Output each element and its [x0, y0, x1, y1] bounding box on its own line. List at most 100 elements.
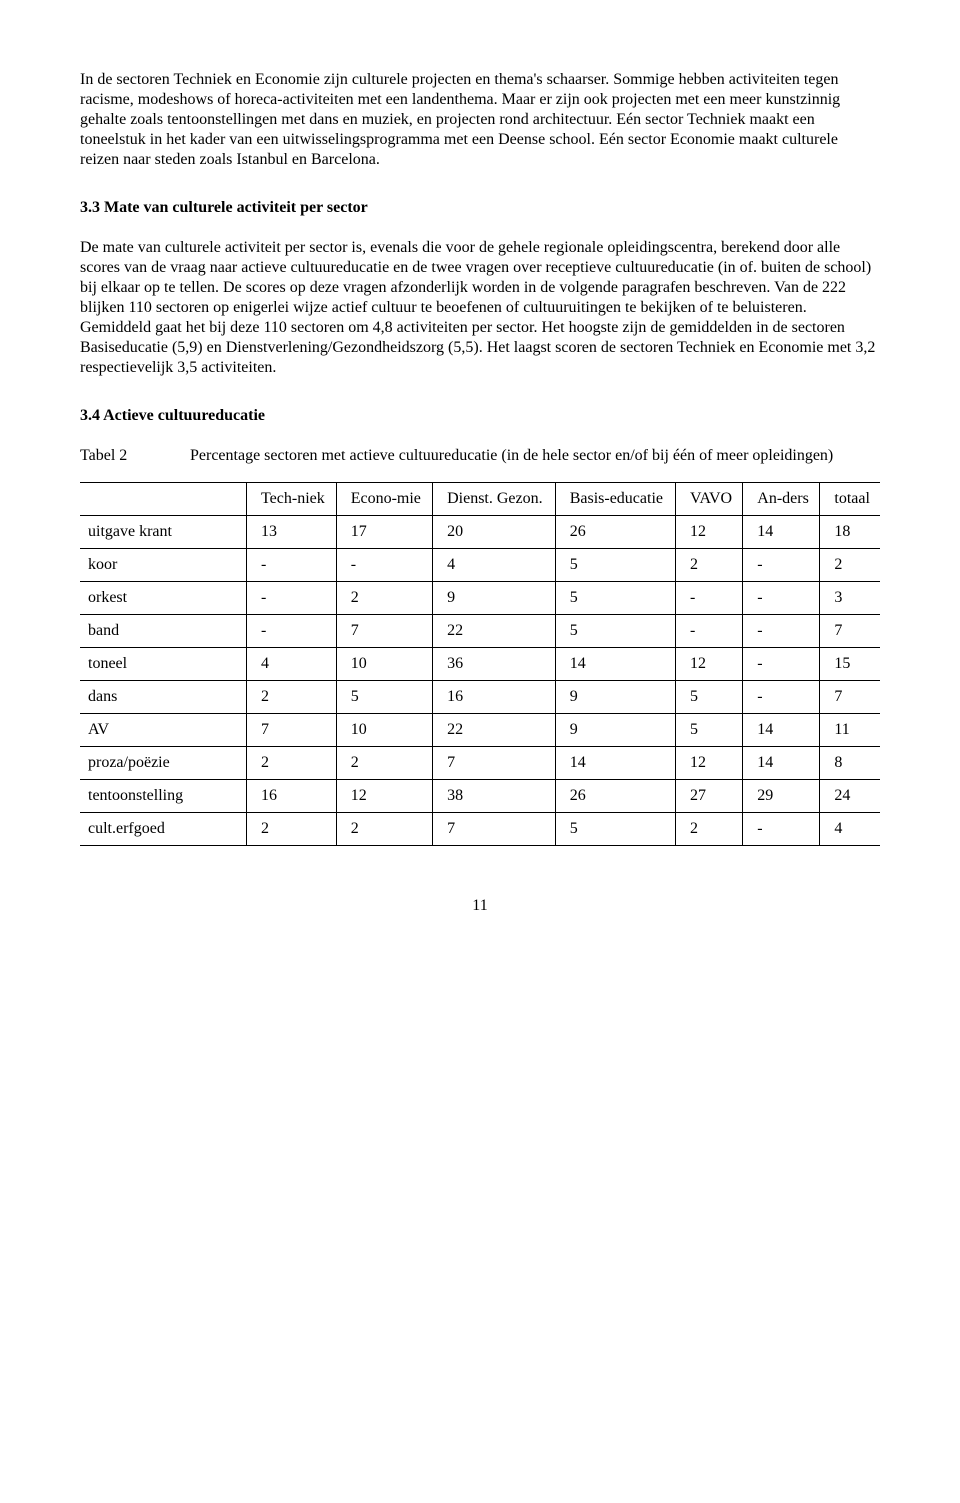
table-header-cell: VAVO: [675, 483, 742, 516]
table-cell: AV: [80, 714, 247, 747]
table-cell: 4: [433, 549, 556, 582]
table-cell: 14: [743, 714, 820, 747]
table-header-cell: Tech-niek: [247, 483, 337, 516]
table-cell: 14: [555, 648, 675, 681]
table-cell: 2: [336, 582, 432, 615]
table-cell: 3: [820, 582, 880, 615]
table-cell: 15: [820, 648, 880, 681]
table-cell: 38: [433, 780, 556, 813]
table-cell: 27: [675, 780, 742, 813]
table-cell: 10: [336, 714, 432, 747]
table-cell: -: [743, 549, 820, 582]
table-label: Tabel 2: [80, 446, 190, 466]
table-cell: 29: [743, 780, 820, 813]
table-cell: band: [80, 615, 247, 648]
table-cell: 26: [555, 516, 675, 549]
table-row: AV71022951411: [80, 714, 880, 747]
table-cell: 2: [247, 681, 337, 714]
table-cell: proza/poëzie: [80, 747, 247, 780]
table-row: cult.erfgoed22752-4: [80, 813, 880, 846]
table-cell: 18: [820, 516, 880, 549]
table-row: band-7225--7: [80, 615, 880, 648]
table-cell: -: [247, 549, 337, 582]
section-3-4-heading: 3.4 Actieve cultuureducatie: [80, 406, 880, 426]
table-row: orkest-295--3: [80, 582, 880, 615]
table-cell: 2: [820, 549, 880, 582]
table-cell: 2: [675, 813, 742, 846]
table-cell: 12: [675, 648, 742, 681]
table-cell: 7: [433, 747, 556, 780]
table-cell: 7: [433, 813, 556, 846]
table-cell: 9: [433, 582, 556, 615]
table-cell: 5: [555, 813, 675, 846]
table-caption-text: Percentage sectoren met actieve cultuure…: [190, 446, 880, 466]
table-cell: koor: [80, 549, 247, 582]
table-cell: 16: [433, 681, 556, 714]
table-row: uitgave krant13172026121418: [80, 516, 880, 549]
table-cell: 5: [555, 615, 675, 648]
table-cell: orkest: [80, 582, 247, 615]
table-cell: toneel: [80, 648, 247, 681]
table-cell: -: [675, 615, 742, 648]
table-cell: 24: [820, 780, 880, 813]
table-cell: tentoonstelling: [80, 780, 247, 813]
table-cell: 2: [336, 813, 432, 846]
table-cell: 14: [743, 747, 820, 780]
section-3-3-body: De mate van culturele activiteit per sec…: [80, 238, 880, 378]
table-cell: 9: [555, 681, 675, 714]
table-2-caption: Tabel 2 Percentage sectoren met actieve …: [80, 446, 880, 466]
table-cell: 16: [247, 780, 337, 813]
table-cell: 5: [675, 681, 742, 714]
table-cell: 22: [433, 714, 556, 747]
table-cell: -: [247, 582, 337, 615]
table-cell: 2: [336, 747, 432, 780]
table-cell: 7: [247, 714, 337, 747]
table-cell: 17: [336, 516, 432, 549]
table-header-cell: totaal: [820, 483, 880, 516]
table-cell: 7: [336, 615, 432, 648]
table-cell: 2: [247, 813, 337, 846]
table-cell: 22: [433, 615, 556, 648]
table-cell: 5: [555, 549, 675, 582]
table-cell: -: [743, 582, 820, 615]
table-cell: -: [743, 615, 820, 648]
table-cell: 36: [433, 648, 556, 681]
table-cell: 8: [820, 747, 880, 780]
page-number: 11: [80, 896, 880, 916]
table-header-cell: Econo-mie: [336, 483, 432, 516]
table-cell: 2: [247, 747, 337, 780]
table-cell: 7: [820, 681, 880, 714]
table-cell: 12: [675, 516, 742, 549]
table-header-cell: Dienst. Gezon.: [433, 483, 556, 516]
intro-paragraph: In de sectoren Techniek en Economie zijn…: [80, 70, 880, 170]
table-row: dans251695-7: [80, 681, 880, 714]
table-row: koor--452-2: [80, 549, 880, 582]
table-row: tentoonstelling16123826272924: [80, 780, 880, 813]
table-cell: -: [743, 813, 820, 846]
table-cell: -: [247, 615, 337, 648]
table-cell: 13: [247, 516, 337, 549]
table-cell: 12: [675, 747, 742, 780]
table-header-cell: Basis-educatie: [555, 483, 675, 516]
table-cell: 5: [336, 681, 432, 714]
table-cell: 5: [675, 714, 742, 747]
table-cell: 7: [820, 615, 880, 648]
table-cell: dans: [80, 681, 247, 714]
table-cell: -: [336, 549, 432, 582]
section-3-3-heading: 3.3 Mate van culturele activiteit per se…: [80, 198, 880, 218]
table-cell: 2: [675, 549, 742, 582]
table-cell: 26: [555, 780, 675, 813]
table-header-cell: An-ders: [743, 483, 820, 516]
table-cell: -: [743, 648, 820, 681]
table-cell: -: [743, 681, 820, 714]
table-cell: 9: [555, 714, 675, 747]
table-cell: 10: [336, 648, 432, 681]
table-cell: 4: [247, 648, 337, 681]
table-cell: 12: [336, 780, 432, 813]
table-cell: 14: [555, 747, 675, 780]
table-header-row: Tech-niek Econo-mie Dienst. Gezon. Basis…: [80, 483, 880, 516]
table-row: proza/poëzie2271412148: [80, 747, 880, 780]
table-2: Tech-niek Econo-mie Dienst. Gezon. Basis…: [80, 482, 880, 846]
table-row: toneel410361412-15: [80, 648, 880, 681]
table-cell: 4: [820, 813, 880, 846]
